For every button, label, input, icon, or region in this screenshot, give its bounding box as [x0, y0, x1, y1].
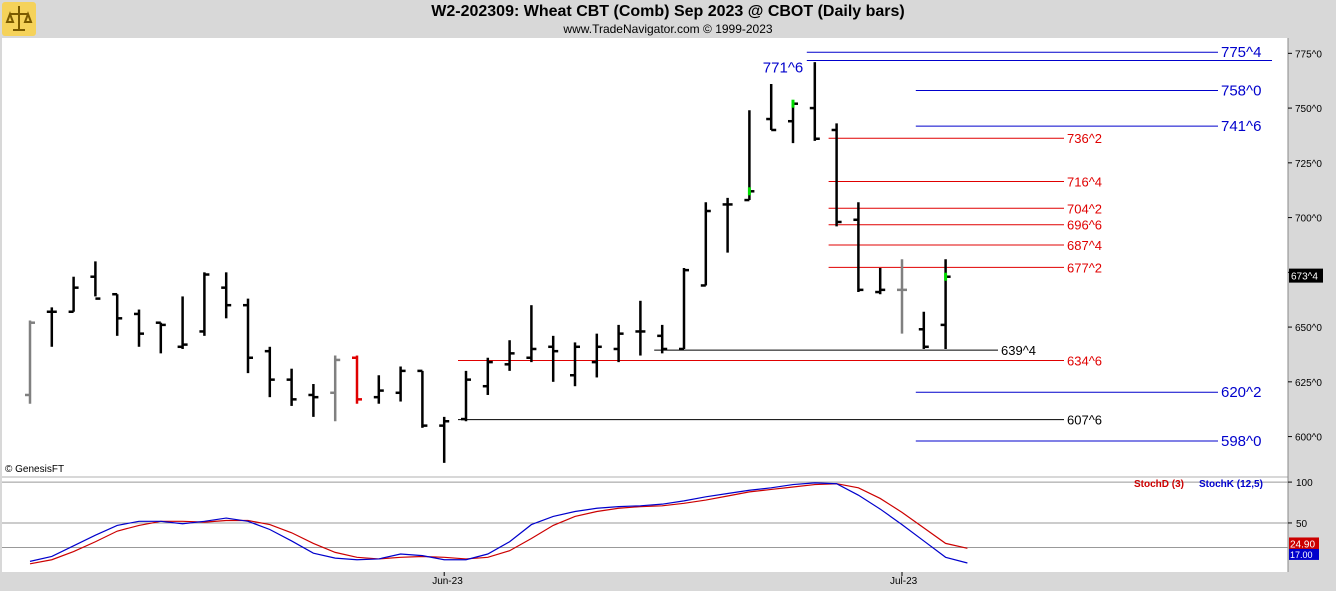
ohlc-bar [395, 366, 406, 402]
ohlc-bar [570, 342, 580, 387]
ohlc-bar [199, 272, 210, 336]
stoch-d-line [29, 483, 968, 565]
ohlc-bar [897, 259, 907, 334]
ohlc-bar [679, 267, 689, 351]
stoch-k-line [29, 482, 968, 564]
ohlc-bar [46, 307, 57, 347]
level-label: 736^2 [1067, 131, 1102, 146]
level-label: 696^6 [1067, 218, 1102, 233]
price-tick-label: 750^0 [1295, 104, 1322, 115]
ohlc-bar [373, 375, 384, 404]
ohlc-bar [504, 340, 515, 371]
level-label: 741^6 [1221, 118, 1261, 135]
last-price-box [1289, 268, 1323, 283]
level-label: 607^6 [1067, 413, 1102, 428]
level-label: 704^2 [1067, 201, 1102, 216]
last-d-label: 24.90 [1290, 539, 1315, 550]
stoch-panel [2, 478, 1288, 572]
level-label: 687^4 [1067, 238, 1102, 253]
price-panel [2, 38, 1288, 476]
last-d-box [1289, 537, 1319, 550]
ohlc-bar [722, 197, 733, 253]
ohlc-bar [264, 346, 275, 398]
ohlc-bar [68, 276, 79, 313]
price-tick-label: 600^0 [1295, 433, 1322, 444]
level-label: 620^2 [1221, 384, 1261, 401]
price-tick-label: 725^0 [1295, 159, 1322, 170]
time-tick-label: Jul-23 [890, 576, 918, 587]
ohlc-bar [134, 309, 144, 347]
level-label: 639^4 [1001, 343, 1036, 358]
price-tick-label: 700^0 [1295, 214, 1322, 225]
ohlc-bar [461, 370, 471, 422]
ohlc-bar [657, 324, 668, 354]
last-price-label: 673^4 [1291, 272, 1318, 283]
price-tick-label: 625^0 [1295, 378, 1322, 389]
ohlc-bar [25, 320, 35, 404]
ohlc-bar [352, 355, 362, 404]
ohlc-bar [286, 368, 297, 406]
level-label: 758^0 [1221, 83, 1261, 100]
ohlc-bar [308, 384, 319, 417]
chart-header: W2-202309: Wheat CBT (Comb) Sep 2023 @ C… [0, 0, 1336, 37]
level-label: 775^4 [1221, 44, 1261, 61]
price-tick-label: 775^0 [1295, 49, 1322, 60]
ohlc-bar [330, 355, 341, 422]
chart-title: W2-202309: Wheat CBT (Comb) Sep 2023 @ C… [431, 3, 905, 20]
level-label: 771^6 [763, 59, 803, 76]
ohlc-bar [918, 311, 929, 349]
stoch-k-legend: StochK (12,5) [1199, 479, 1263, 490]
stoch-d-legend: StochD (3) [1134, 479, 1184, 490]
ohlc-bar [788, 99, 798, 144]
ohlc-bar [155, 321, 166, 354]
chart-subtitle: www.TradeNavigator.com © 1999-2023 [563, 22, 773, 36]
ohlc-bar [221, 272, 232, 319]
ohlc-bar [482, 357, 493, 395]
ohlc-bar [417, 369, 428, 428]
stoch-tick-label: 100 [1296, 478, 1313, 489]
last-k-label: 17.00 [1290, 550, 1313, 560]
ohlc-bar [700, 202, 711, 287]
ohlc-bar [112, 292, 123, 336]
trade-navigator-logo-icon [2, 2, 36, 36]
ohlc-bar [831, 123, 842, 227]
ohlc-bar [548, 335, 559, 382]
ohlc-bar [635, 300, 646, 356]
ohlc-bar [875, 267, 886, 295]
ohlc-bar [809, 62, 820, 141]
stoch-tick-label: 50 [1296, 519, 1308, 530]
time-tick-label: Jun-23 [432, 576, 463, 587]
level-label: 677^2 [1067, 260, 1102, 275]
ohlc-bar [613, 324, 624, 363]
ohlc-bar [526, 305, 537, 363]
credit-label: © GenesisFT [5, 464, 64, 475]
ohlc-bar [177, 296, 188, 349]
ohlc-bar [744, 110, 755, 202]
ohlc-bar [766, 83, 777, 132]
ohlc-bar [90, 261, 101, 300]
level-label: 716^4 [1067, 174, 1102, 189]
ohlc-bar [591, 333, 602, 378]
level-label: 634^6 [1067, 353, 1102, 368]
price-tick-label: 650^0 [1295, 323, 1322, 334]
ohlc-bar [243, 298, 253, 374]
last-k-box [1289, 548, 1319, 560]
ohlc-bar [940, 259, 951, 349]
ohlc-bar [439, 416, 450, 463]
ohlc-bar [853, 202, 864, 293]
level-label: 598^0 [1221, 433, 1261, 450]
